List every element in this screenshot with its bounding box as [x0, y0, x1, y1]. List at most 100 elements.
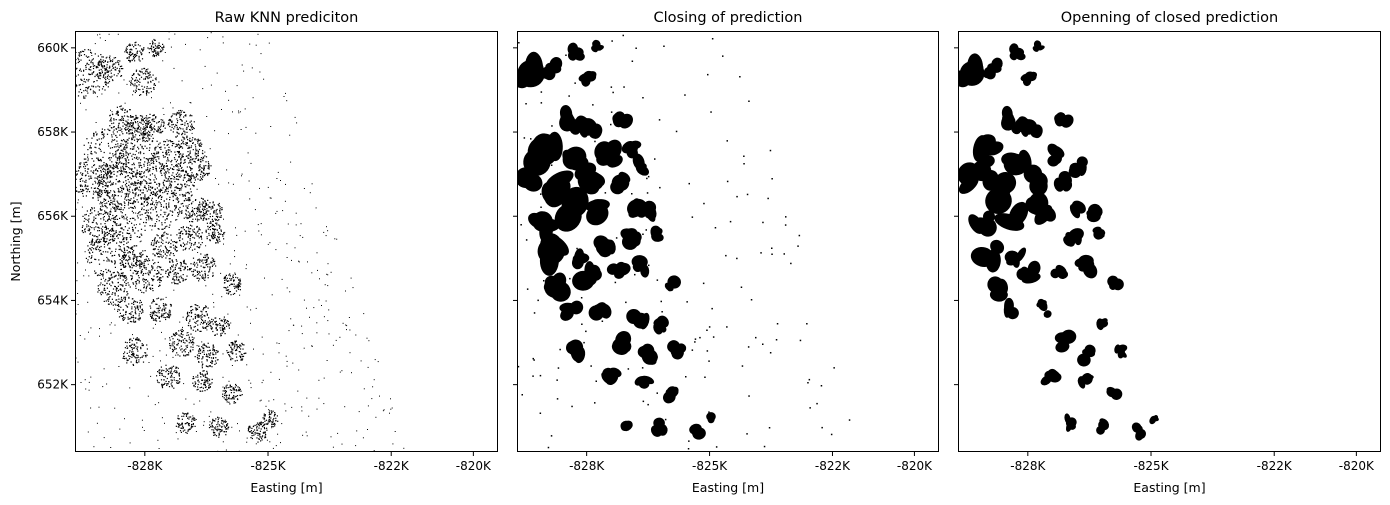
- speckle-pixel: [128, 265, 130, 267]
- speckle-pixel: [175, 165, 177, 167]
- speckle-pixel: [81, 177, 83, 179]
- speckle-pixel: [160, 198, 162, 200]
- speckle-pixel: [132, 364, 135, 366]
- speckle-pixel: [94, 65, 96, 67]
- speckle-pixel: [205, 306, 207, 308]
- speckle-pixel: [197, 174, 199, 176]
- speckle-pixel: [187, 269, 189, 271]
- speckle-pixel: [157, 310, 159, 312]
- speckle-pixel: [194, 383, 196, 385]
- speckle-pixel: [131, 210, 133, 212]
- speckle-pixel: [125, 160, 127, 162]
- speckle-pixel: [170, 370, 172, 372]
- speckle-pixel: [212, 360, 214, 363]
- speckle-pixel: [107, 70, 109, 72]
- speckle-pixel: [134, 83, 136, 85]
- speckle-pixel: [189, 114, 192, 116]
- speckle-pixel: [204, 213, 206, 215]
- speckle-pixel: [239, 280, 241, 282]
- speckle-pixel: [137, 127, 139, 129]
- speckle-pixel: [161, 174, 163, 176]
- speckle-pixel: [141, 176, 143, 178]
- speckle-pixel: [112, 59, 114, 61]
- speckle-pixel: [167, 149, 170, 151]
- speckle-pixel: [224, 387, 226, 389]
- speckle-pixel: [91, 85, 93, 87]
- speckle-pixel: [137, 270, 139, 273]
- speckle-pixel: [194, 313, 196, 315]
- speckle-pixel: [204, 279, 206, 281]
- speckle-pixel: [102, 170, 105, 172]
- speckle-pixel: [189, 167, 192, 169]
- speckle-pixel: [104, 60, 106, 62]
- speckle-pixel: [137, 123, 139, 125]
- speckle-pixel: [88, 256, 90, 258]
- speckle-pixel: [203, 214, 205, 216]
- speckle-pixel: [180, 270, 182, 272]
- speckle-pixel: [135, 90, 137, 92]
- speckle-pixel: [116, 159, 118, 161]
- speckle-pixel: [158, 371, 160, 373]
- speckle-pixel: [141, 192, 143, 194]
- speckle-pixel: [152, 74, 154, 76]
- speckle-pixel: [122, 163, 124, 165]
- speckle-pixel: [118, 191, 120, 193]
- speckle-pixel: [135, 273, 137, 275]
- speckle-pixel: [148, 282, 150, 284]
- speckle-pixel: [156, 276, 158, 278]
- speckle-pixel: [85, 66, 87, 68]
- speckle-pixel: [104, 212, 106, 215]
- speckle-pixel: [126, 362, 128, 364]
- speckle-pixel: [158, 316, 160, 319]
- speckle-pixel: [131, 267, 133, 269]
- speckle-pixel: [158, 147, 161, 149]
- speckle-pixel: [124, 196, 126, 198]
- speckle-pixel: [185, 114, 187, 116]
- speckle-pixel: [226, 292, 228, 294]
- speckle-pixel: [134, 144, 136, 146]
- speckle-pixel: [154, 149, 156, 151]
- speckle-pixel: [125, 166, 127, 168]
- speckle-pixel: [118, 71, 121, 73]
- speckle-pixel: [113, 133, 115, 135]
- speckle-pixel: [129, 43, 131, 45]
- speckle-pixel: [240, 345, 242, 347]
- speckle-pixel: [144, 140, 146, 143]
- speckle-pixel: [142, 91, 145, 93]
- speckle-pixel: [180, 203, 182, 205]
- speckle-pixel: [135, 287, 137, 289]
- speckle-pixel: [119, 277, 121, 279]
- speckle-pixel: [137, 73, 139, 75]
- speckle-pixel: [135, 87, 138, 89]
- speckle-pixel: [125, 152, 127, 154]
- speckle-pixel: [100, 171, 102, 173]
- speckle-pixel: [236, 344, 238, 346]
- speckle-pixel: [102, 271, 105, 273]
- speckle-pixel: [104, 73, 106, 75]
- speckle-pixel: [98, 165, 100, 167]
- speckle-pixel: [170, 375, 173, 377]
- speckle-pixel: [180, 189, 182, 191]
- speckle-pixel: [151, 203, 153, 205]
- speckle-pixel: [87, 88, 89, 90]
- speckle-pixel: [125, 180, 127, 182]
- speckle-pixel: [105, 228, 107, 231]
- speckle-pixel: [177, 183, 179, 185]
- speckle-pixel: [82, 225, 84, 227]
- speckle-pixel: [143, 266, 145, 269]
- speckle-pixel: [144, 180, 146, 182]
- speckle-pixel: [133, 139, 136, 141]
- speckle-pixel: [105, 226, 107, 228]
- speckle-pixel: [116, 166, 118, 168]
- speckle-pixel: [80, 188, 82, 191]
- speckle-pixel: [117, 203, 119, 205]
- speckle-pixel: [162, 181, 164, 183]
- speckle-pixel: [85, 179, 87, 181]
- speckle-pixel: [142, 361, 145, 363]
- speckle-pixel: [132, 251, 134, 253]
- speckle-pixel: [92, 67, 95, 70]
- speckle-pixel: [197, 320, 199, 322]
- speckle-pixel: [198, 204, 200, 206]
- speckle-pixel: [175, 274, 177, 276]
- speckle-pixel: [201, 386, 203, 388]
